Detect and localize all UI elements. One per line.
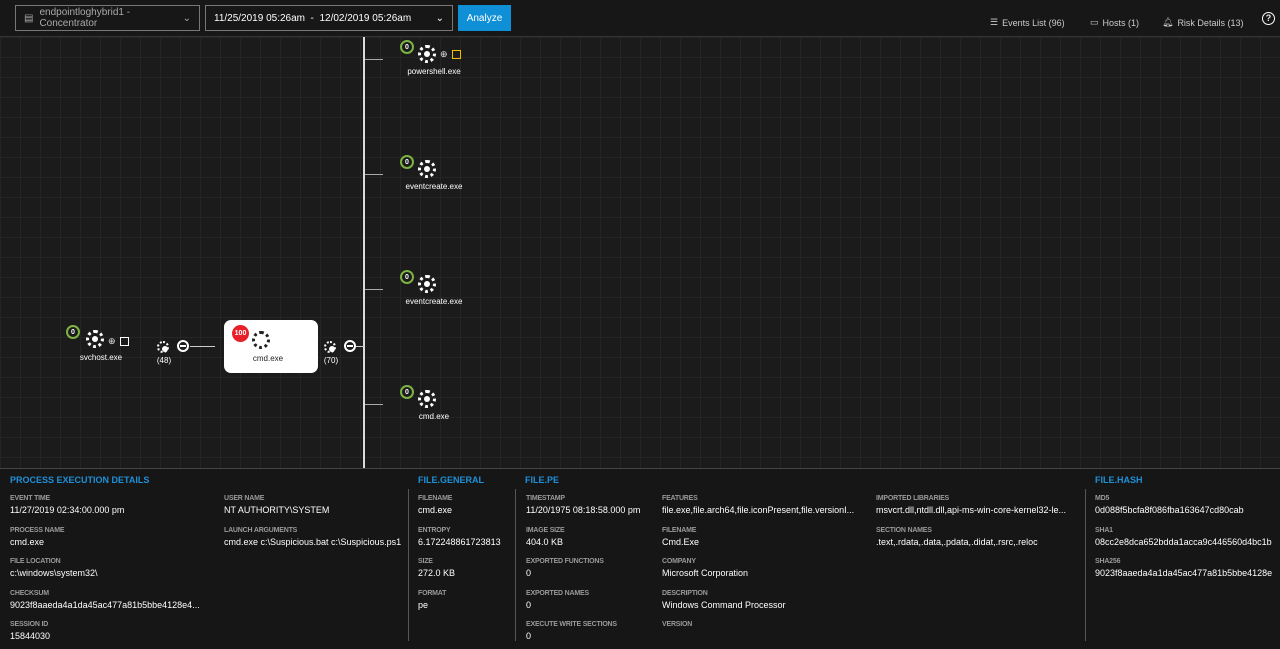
score-badge: 0	[400, 155, 414, 169]
help-icon[interactable]: ?	[1262, 12, 1275, 25]
edge	[365, 59, 383, 60]
chevron-down-icon: ⌄	[182, 12, 191, 24]
list-icon: ☰	[990, 17, 999, 27]
network-icon: ⊕	[108, 336, 116, 346]
events-list-link[interactable]: ☰ Events List (96)	[990, 17, 1065, 28]
chevron-down-icon: ⌄	[435, 12, 444, 24]
detail-field: SESSION ID 15844030	[10, 621, 51, 641]
process-gear-icon	[252, 331, 270, 349]
detail-field: LAUNCH ARGUMENTS cmd.exe c:\Suspicious.ba…	[224, 526, 402, 547]
detail-field: VERSION	[662, 621, 693, 628]
detail-field: SECTION NAMES .text,.rdata,.data,.pdata,.…	[876, 526, 1038, 547]
risk-details-link[interactable]: 🔔︎ Risk Details (13)	[1162, 17, 1244, 28]
selected-node[interactable]: 100 cmd.exe	[224, 320, 318, 373]
collapse-icon[interactable]	[177, 340, 189, 352]
detail-field: SHA256 9023f8aaeda4a1da45ac477a81b5bbe412…	[1095, 558, 1273, 578]
detail-field: PROCESS NAME cmd.exe	[10, 526, 65, 547]
detail-field: EVENT TIME 11/27/2019 02:34:00.000 pm	[10, 495, 125, 515]
expand-icon[interactable]	[324, 341, 336, 353]
section-title: FILE.HASH	[1095, 475, 1143, 485]
detail-field: EXPORTED FUNCTIONS 0	[526, 558, 604, 578]
detail-field: FILENAME Cmd.Exe	[662, 526, 700, 547]
process-gear-icon[interactable]	[86, 330, 104, 348]
section-title: PROCESS EXECUTION DETAILS	[10, 475, 150, 485]
analyze-button[interactable]: Analyze	[458, 5, 511, 31]
risk-score-badge: 100	[232, 325, 249, 342]
detail-field: IMAGE SIZE 404.0 KB	[526, 526, 565, 547]
edge	[190, 346, 215, 347]
detail-field: IMPORTED LIBRARIES msvcrt.dll,ntdll.dll,a…	[876, 495, 1067, 515]
network-icon: ⊕	[440, 49, 448, 59]
edge	[356, 346, 364, 347]
score-badge: 0	[400, 40, 414, 54]
edge	[365, 289, 383, 290]
expand-icon[interactable]	[157, 341, 169, 353]
detail-field: EXECUTE WRITE SECTIONS 0	[526, 621, 617, 641]
detail-field: DESCRIPTION Windows Command Processor	[662, 589, 786, 610]
detail-field: SHA1 08cc2e8dca652bdda1acca9c446560d4bc1b	[1095, 526, 1272, 547]
process-gear-icon[interactable]	[418, 160, 436, 178]
score-badge: 0	[66, 325, 80, 339]
hosts-link[interactable]: ▭ Hosts (1)	[1090, 17, 1140, 28]
detail-field: COMPANY Microsoft Corporation	[662, 558, 749, 578]
detail-field: USER NAME NT AUTHORITY\SYSTEM	[224, 495, 330, 515]
child-count: (48)	[156, 356, 172, 365]
node-label: eventcreate.exe	[405, 297, 463, 306]
detail-field: EXPORTED NAMES 0	[526, 589, 589, 610]
process-gear-icon[interactable]	[418, 275, 436, 293]
collapse-icon[interactable]	[344, 340, 356, 352]
node-label: svchost.exe	[79, 353, 123, 362]
child-count: (70)	[323, 356, 339, 365]
bell-icon: 🔔︎	[1162, 17, 1174, 27]
host-icon: ▭	[1090, 17, 1099, 27]
tree-trunk	[363, 37, 365, 468]
section-title: FILE.PE	[525, 475, 560, 485]
detail-field: TIMESTAMP 11/20/1975 08:18:58.000 pm	[526, 495, 641, 515]
node-label: cmd.exe	[418, 412, 450, 421]
process-gear-icon[interactable]	[418, 45, 436, 63]
file-icon	[120, 337, 129, 346]
source-select[interactable]: ▤ endpointloghybrid1 - Concentrator ⌄	[15, 5, 200, 31]
detail-field: MD5 0d088f5bcfa8f086fba163647cd80cab	[1095, 495, 1244, 515]
detail-field: ENTROPY 6.172248861723813	[418, 526, 501, 547]
divider	[408, 489, 409, 641]
node-label: cmd.exe	[252, 354, 284, 363]
node-label: eventcreate.exe	[405, 182, 463, 191]
score-badge: 0	[400, 385, 414, 399]
process-gear-icon[interactable]	[418, 390, 436, 408]
divider	[515, 489, 516, 641]
toolbar: ▤ endpointloghybrid1 - Concentrator ⌄ 11/2…	[0, 0, 1280, 37]
detail-field: FILENAME cmd.exe	[418, 495, 453, 515]
detail-field: SIZE 272.0 KB	[418, 558, 456, 578]
edge	[365, 404, 383, 405]
score-badge: 0	[400, 270, 414, 284]
details-panel: PROCESS EXECUTION DETAILS FILE.GENERAL F…	[0, 468, 1280, 649]
divider	[1085, 489, 1086, 641]
detail-field: FEATURES file.exe,file.arch64,file.iconPr…	[662, 495, 855, 515]
file-icon	[452, 50, 461, 59]
node-label: powershell.exe	[407, 67, 461, 76]
process-tree-graph[interactable]: 0 ⊕ svchost.exe (48) 100 cmd.exe (70) 0 …	[0, 37, 1280, 468]
detail-field: FILE LOCATION c:\windows\system32\	[10, 558, 98, 578]
detail-field: CHECKSUM 9023f8aaeda4a1da45ac477a81b5bbe4…	[10, 589, 200, 610]
date-range-select[interactable]: 11/25/2019 05:26am - 12/02/2019 05:26am ⌄	[205, 5, 453, 31]
detail-field: FORMAT pe	[418, 589, 447, 610]
section-title: FILE.GENERAL	[418, 475, 485, 485]
database-icon: ▤	[24, 12, 34, 24]
edge	[365, 174, 383, 175]
